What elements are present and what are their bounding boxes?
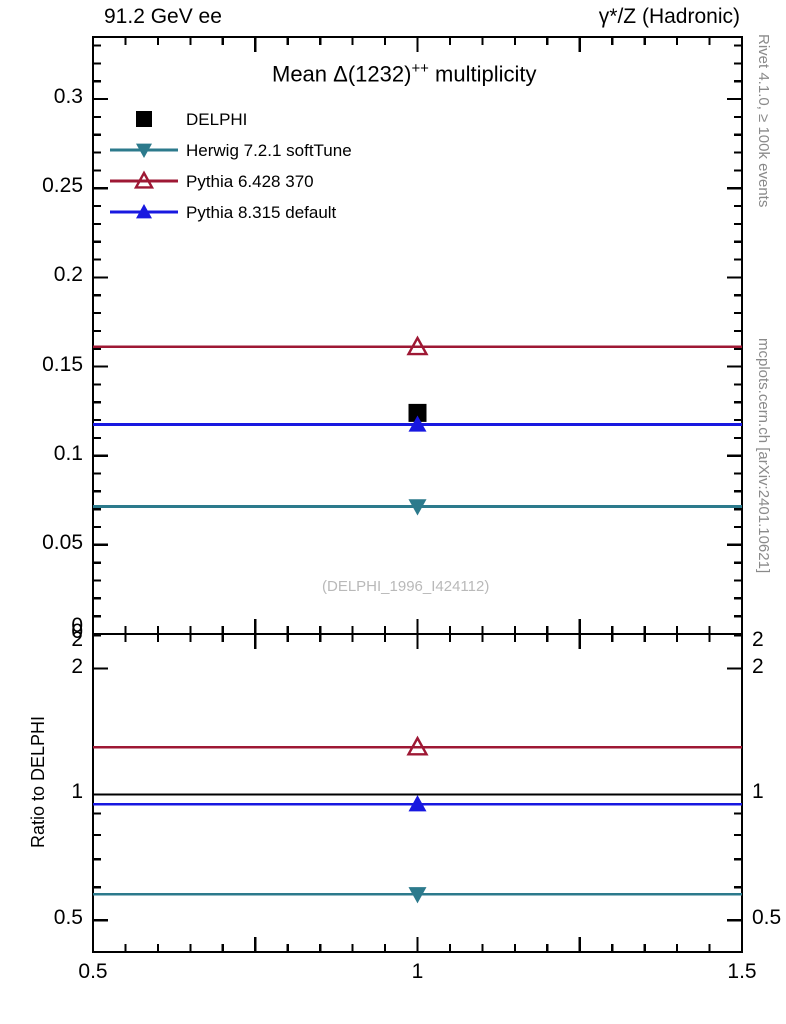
ratio-panel-axes [91,632,744,954]
ratio-ytick-label: 2 [71,654,83,678]
xtick-label: 1 [411,960,424,983]
ratio-marker-pythia [408,795,427,812]
ratio-panel-data [93,735,742,904]
main-ytick-label: 0.15 [42,352,83,376]
ratio-marker-herwig [408,887,427,904]
ratio-ytick-label: 1 [71,780,83,804]
beam-energy-label: 91.2 GeV ee [104,5,222,28]
plot-title: Mean Δ(1232)++ multiplicity [272,60,537,87]
ratio-ytick-label-right: 1 [752,780,764,804]
main-panel-data [93,335,742,516]
analysis-watermark: (DELPHI_1996_I424112) [322,578,490,595]
ratio-marker-pythia [406,735,429,756]
legend-label-pythia8: Pythia 8.315 default [186,203,337,222]
ratio-ytick-label-clipped-right: 2 [752,628,764,651]
main-ytick-label: 0.25 [42,174,83,198]
legend-label-pythia6: Pythia 6.428 370 [186,172,314,191]
data-marker-delphi [408,403,427,422]
main-ytick-label: 0.3 [53,85,83,109]
ratio-panel-frame [91,632,744,954]
legend-marker-pythia [136,204,152,219]
xtick-label: 0.5 [78,960,108,983]
data-marker-pythia [406,335,429,356]
legend-marker-delphi [136,111,152,127]
legend-markers [110,111,178,219]
xtick-label: 1.5 [727,960,757,983]
legend-marker-herwig [136,143,152,158]
ratio-ytick-label-right: 2 [752,654,764,678]
legend-marker-pythia [133,170,155,189]
legend-label-delphi: DELPHI [186,110,248,129]
ratio-ytick-label-clipped: 2 [71,628,83,651]
main-ytick-label: 0.2 [53,263,83,287]
main-ytick-label: 0.1 [53,441,83,465]
data-marker-pythia [408,415,427,432]
data-marker-herwig [408,499,427,516]
ratio-ytick-label: 0.5 [53,906,83,930]
main-ytick-label-zero: 0 [71,614,83,637]
main-ytick-label: 0.05 [42,530,83,554]
process-label: γ*/Z (Hadronic) [598,5,740,28]
legend-label-herwig: Herwig 7.2.1 softTune [186,141,352,160]
main-ytick-label: 0 [71,620,83,643]
ratio-ytick-label-right: 0.5 [752,906,782,930]
